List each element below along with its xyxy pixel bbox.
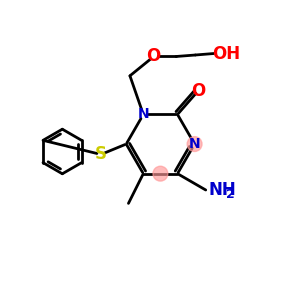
Text: OH: OH <box>212 44 240 62</box>
Text: 2: 2 <box>226 188 235 201</box>
Text: O: O <box>147 47 161 65</box>
Circle shape <box>153 166 168 181</box>
Text: S: S <box>95 146 107 164</box>
Text: N: N <box>137 107 149 122</box>
Text: O: O <box>191 82 206 100</box>
Text: N: N <box>189 137 200 151</box>
Circle shape <box>187 136 202 152</box>
Text: NH: NH <box>209 181 236 199</box>
